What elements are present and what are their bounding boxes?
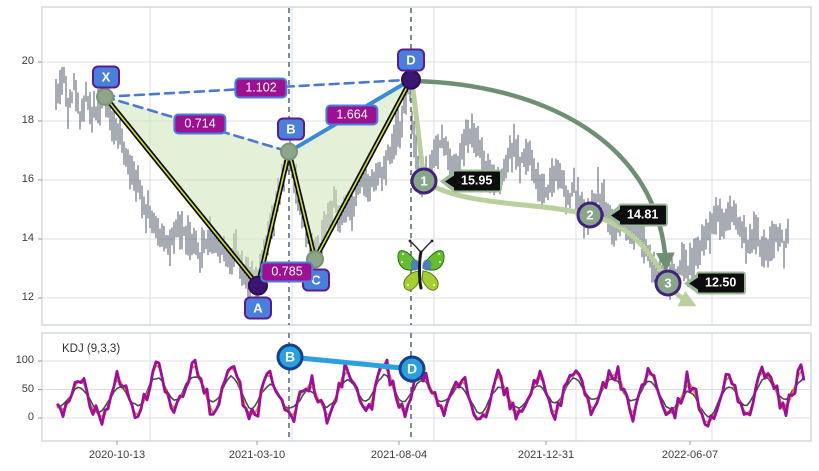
pattern-point-dot-b[interactable] (280, 142, 298, 161)
point-label-b[interactable]: B (277, 117, 305, 141)
ratio-label-bd[interactable]: 1.664 (325, 104, 379, 126)
x-tick-label-3: 2021-12-31 (517, 449, 575, 461)
ratio-label-xb[interactable]: 0.714 (173, 113, 227, 135)
pattern-legs (103, 78, 414, 288)
price-tick-label-12: 12 (21, 291, 34, 303)
kdj-series (55, 358, 806, 428)
kdj-marker-b[interactable]: B (276, 343, 304, 371)
x-tick-label-0: 2020-10-13 (88, 449, 146, 461)
pattern-dots (96, 69, 421, 296)
indicator-label: KDJ (9,3,3) (62, 343, 121, 355)
kdj-marker-d[interactable]: D (398, 355, 426, 383)
kdj-tick-label-0: 0 (27, 411, 34, 423)
kdj-tick-label-100: 100 (15, 354, 34, 366)
target-marker-1[interactable]: 1 (410, 167, 438, 195)
target-price-tag-1[interactable]: 15.95 (452, 169, 503, 193)
price-tick-label-16: 16 (21, 173, 34, 185)
butterfly-image (397, 239, 445, 291)
target-price-tag-2[interactable]: 14.81 (618, 203, 669, 227)
point-label-x[interactable]: X (92, 65, 120, 89)
x-tick-label-1: 2021-03-10 (228, 449, 286, 461)
panel-borders (38, 6, 812, 445)
target-marker-3[interactable]: 3 (654, 269, 682, 297)
price-tick-label-14: 14 (21, 232, 34, 244)
target-marker-2[interactable]: 2 (576, 201, 604, 229)
point-label-d[interactable]: D (397, 48, 425, 72)
ratio-label-ac[interactable]: 0.785 (260, 261, 314, 283)
pattern-point-dot-x[interactable] (96, 87, 114, 106)
pattern-point-dot-d[interactable] (401, 69, 421, 90)
ratio-label-xd[interactable]: 1.102 (234, 77, 288, 99)
pattern-fill (105, 79, 411, 286)
target-price-tag-3[interactable]: 12.50 (696, 271, 747, 295)
kdj-connector (289, 354, 413, 372)
x-tick-label-2: 2021-08-04 (370, 449, 428, 461)
x-tick-label-4: 2022-06-07 (661, 449, 719, 461)
point-label-a[interactable]: A (244, 296, 272, 320)
price-tick-label-18: 18 (21, 114, 34, 126)
price-tick-label-20: 20 (21, 55, 34, 67)
kdj-tick-label-50: 50 (21, 382, 34, 395)
